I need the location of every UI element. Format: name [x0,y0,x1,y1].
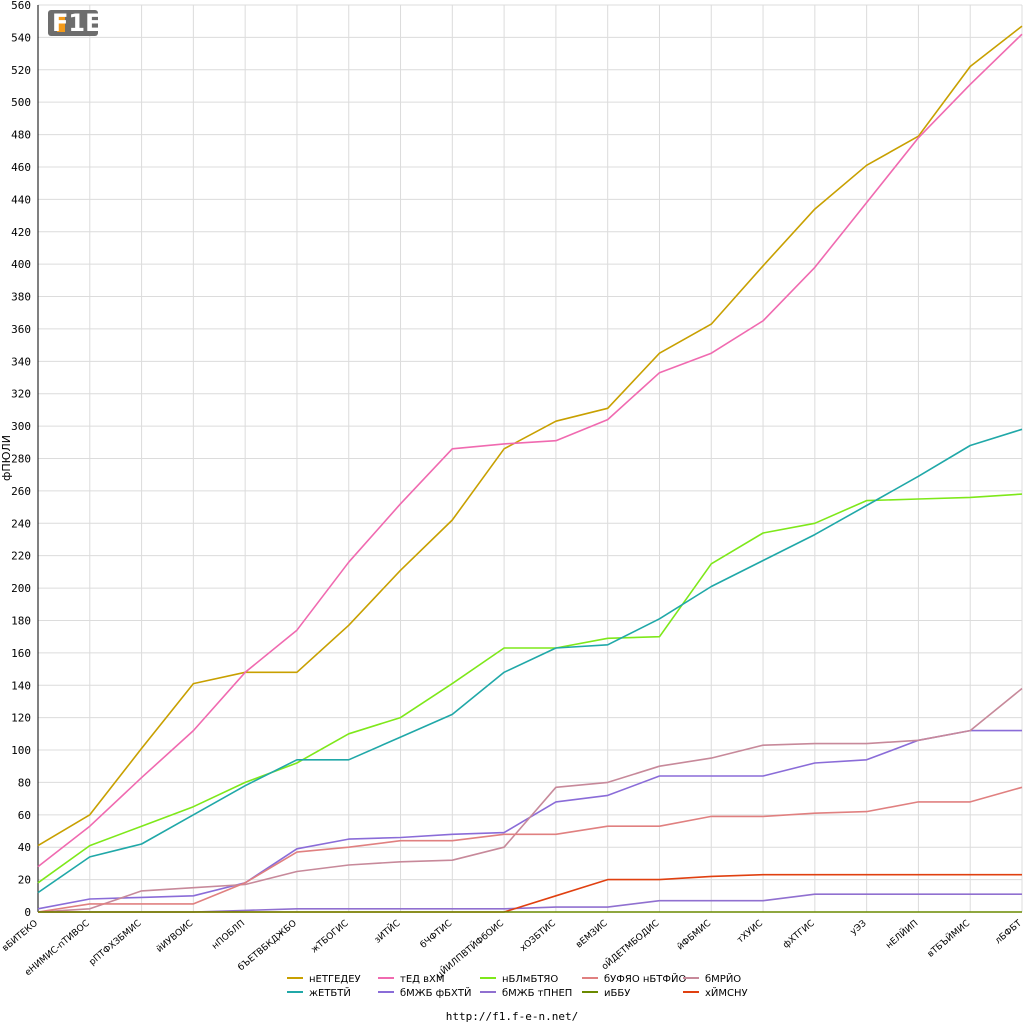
legend-label: жЕТБТЙ [309,986,351,999]
y-tick-label: 420 [11,226,31,239]
y-tick-label: 180 [11,614,31,627]
x-tick-label: тХУИС [736,919,765,946]
y-tick-label: 340 [11,355,31,368]
x-tick-label: фХТГИС [781,919,816,951]
y-tick-label: 0 [24,906,31,919]
legend: нЕТГЕДЕУ тЕД вХМ нБЛмБТЯО бУФЯО нБТФЙО бМРЙО… [287,972,748,999]
series-lines [37,25,1023,913]
y-tick-label: 320 [11,388,31,401]
x-tick-label: нЕЛЙИП [883,917,920,951]
legend-label: бУФЯО нБТФЙО [604,972,686,985]
x-tick-label: вЕМЗИС [574,919,609,951]
y-tick-label: 140 [11,679,31,692]
x-tick-label: уЭЗ [849,918,869,937]
x-tick-label: рПТФХЗБМИС [88,919,144,968]
y-tick-label: 200 [11,582,31,595]
logo-text: F1EN [52,9,122,37]
y-tick-label: 460 [11,161,31,174]
logo-accent [57,16,65,32]
y-tick-label: 360 [11,323,31,336]
y-tick-label: 380 [11,291,31,304]
y-tick-label: 60 [18,809,31,822]
grid [37,4,1023,913]
x-tick-label: лБФБТ [993,918,1024,946]
y-tick-label: 160 [11,647,31,660]
y-tick-label: 500 [11,96,31,109]
x-tick-label: зИТЙС [372,917,403,946]
y-tick-label: 100 [11,744,31,757]
x-tick-label: нПОБЛП [210,919,247,952]
x-tick-label: йФБМИС [676,919,714,953]
y-tick-label: 240 [11,517,31,530]
y-tick-label: 440 [11,193,31,206]
series-line [37,687,1023,913]
legend-label: тЕД вХМ [400,974,445,985]
x-tick-label: жТБОГИС [309,919,350,956]
legend-label: нБЛмБТЯО [502,974,558,985]
y-tick-label: 40 [18,841,31,854]
series-line [38,873,1022,913]
y-tick-label: 120 [11,712,31,725]
legend-label: нЕТГЕДЕУ [309,974,361,985]
y-tick-label: 220 [11,550,31,563]
y-axis-label: фПЮЛИ [0,435,13,481]
y-tick-label: 480 [11,129,31,142]
x-tick-label: хОЗБТИС [519,919,558,954]
y-tick-label: 520 [11,64,31,77]
footer-url[interactable]: http://f1.f-e-n.net/ [446,1010,578,1023]
x-tick-label: бЧФТИС [419,919,455,951]
y-tick-label: 540 [11,31,31,44]
y-tick-label: 80 [18,776,31,789]
y-tick-label: 260 [11,485,31,498]
legend-label: бМРЙО [705,972,741,985]
legend-label: бМЖБ тПНЕП [502,988,572,999]
series-line [37,33,1023,868]
series-line [37,786,1023,913]
legend-label: иББУ [604,988,630,999]
series-line [37,428,1023,894]
y-tick-label: 20 [18,874,31,887]
y-tick-label: 400 [11,258,31,271]
logo: F1EN [48,9,122,37]
y-tick-label: 280 [11,453,31,466]
y-tick-label: 560 [11,0,31,12]
x-tick-label: йИУВОИС [155,919,195,955]
x-tick-label: вБИТЕКО [1,919,40,954]
legend-label: бМЖБ фБХТЙ [400,986,471,999]
x-tick-label: вТБЪЙМИС [925,917,973,960]
series-line [37,493,1023,884]
legend-label: хЙМСНУ [705,986,748,999]
series-line [37,25,1023,847]
y-tick-label: 300 [11,420,31,433]
